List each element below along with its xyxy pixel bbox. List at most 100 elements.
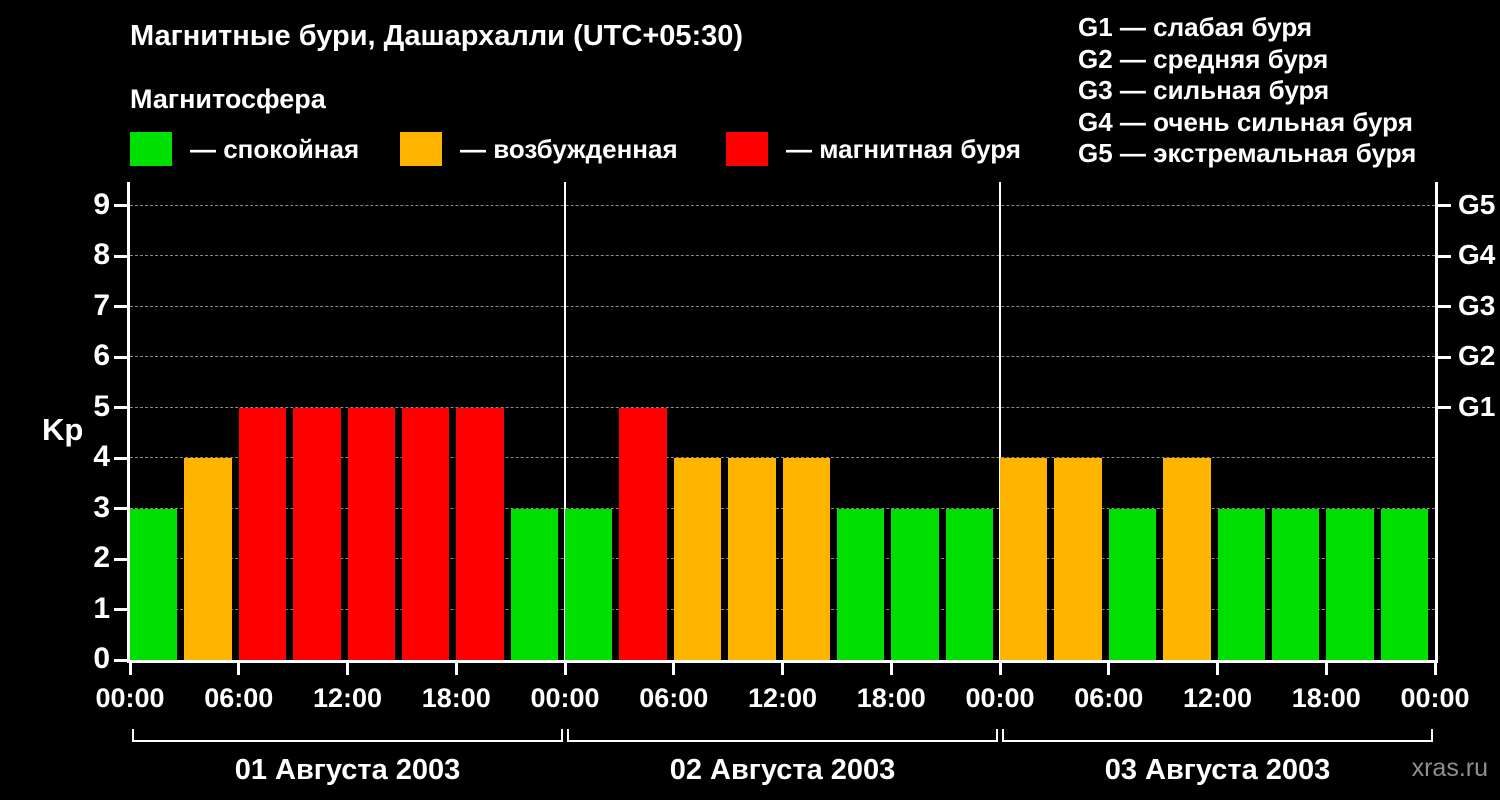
y-tick-label-9: 9 <box>93 187 110 221</box>
x-tick-9 <box>1107 663 1111 675</box>
legend-item-active: — возбужденная <box>400 131 678 167</box>
legend-heading: Магнитосфера <box>130 84 326 114</box>
x-tick-0 <box>128 663 132 675</box>
y-tick-6 <box>114 355 127 359</box>
kp-bar-day1-h21 <box>510 508 558 660</box>
x-tick-label-8: 00:00 <box>965 683 1035 713</box>
kp-bar-day1-h0 <box>130 508 178 660</box>
x-tick-label-2: 12:00 <box>312 683 383 713</box>
y-tick-label-7: 7 <box>93 288 110 322</box>
kp-bar-day3-h12 <box>1217 508 1265 660</box>
gridline-kp-8 <box>130 255 1435 256</box>
storm-scale-line-g4: G4 — очень сильная буря <box>1078 106 1413 137</box>
y-tick-0 <box>114 658 127 662</box>
x-tick-label-6: 12:00 <box>747 683 818 713</box>
right-tick-label-G5: G5 <box>1458 188 1496 220</box>
x-axis-line <box>127 660 1438 663</box>
kp-bar-day2-h6 <box>673 458 722 660</box>
x-tick-2 <box>346 663 349 675</box>
kp-bar-day3-h6 <box>1108 508 1157 660</box>
kp-bar-day2-h9 <box>728 458 776 660</box>
kp-bar-day1-h6 <box>238 407 287 660</box>
x-tick-11 <box>1324 663 1328 675</box>
x-tick-label-3: 18:00 <box>421 683 491 713</box>
x-tick-label-9: 06:00 <box>1074 683 1144 713</box>
x-tick-label-0: 00:00 <box>95 683 165 713</box>
right-tick-label-G1: G1 <box>1458 390 1496 422</box>
y-tick-label-5: 5 <box>93 389 110 423</box>
date-bracket-line <box>567 740 998 742</box>
legend-swatch-storm <box>726 132 768 166</box>
kp-bar-day3-h0 <box>1000 458 1048 660</box>
right-tick-G2 <box>1438 355 1451 359</box>
x-tick-7 <box>889 663 893 675</box>
storm-scale-line-g5: G5 — экстремальная буря <box>1078 138 1417 168</box>
x-tick-5 <box>672 663 676 675</box>
right-tick-G3 <box>1438 305 1451 308</box>
day-separator <box>564 182 566 660</box>
storm-scale-line-g2: G2 — средняя буря <box>1078 43 1329 74</box>
storm-scale-legend: G1 — слабая буря G2 — средняя буря G3 — си… <box>1078 12 1416 170</box>
kp-bar-day1-h3 <box>184 458 232 660</box>
watermark: xras.ru <box>1411 754 1488 782</box>
date-label-day3: 03 Августа 2003 <box>1104 754 1331 786</box>
date-bracket-tick-left <box>1002 729 1004 742</box>
day-separator <box>999 182 1001 660</box>
kp-bar-day3-h21 <box>1380 508 1428 660</box>
x-tick-6 <box>781 663 784 675</box>
y-tick-4 <box>114 456 127 460</box>
x-tick-8 <box>998 663 1002 675</box>
x-tick-10 <box>1216 663 1219 675</box>
x-tick-label-7: 18:00 <box>856 683 926 713</box>
x-tick-label-10: 12:00 <box>1182 683 1253 713</box>
y-tick-label-3: 3 <box>93 490 110 524</box>
right-tick-G1 <box>1438 406 1451 409</box>
gridline-kp-4 <box>130 457 1435 458</box>
x-tick-3 <box>454 663 458 675</box>
kp-bar-day1-h9 <box>293 407 341 660</box>
right-tick-label-G4: G4 <box>1458 239 1496 270</box>
kp-bar-day1-h12 <box>347 407 395 660</box>
right-tick-G4 <box>1438 254 1451 258</box>
date-bracket-tick-left <box>567 729 569 742</box>
storm-scale-line-g1: G1 — слабая буря <box>1078 12 1313 42</box>
gridline-kp-9 <box>130 204 1435 206</box>
gridline-kp-7 <box>130 305 1435 307</box>
kp-bar-day2-h3 <box>619 407 667 660</box>
y-tick-3 <box>114 507 127 510</box>
legend-label-active: — возбужденная <box>460 133 678 164</box>
legend-label-storm: — магнитная буря <box>786 133 1021 164</box>
y-tick-9 <box>114 204 127 207</box>
right-tick-G5 <box>1438 204 1451 207</box>
y-tick-label-8: 8 <box>93 238 110 271</box>
x-tick-label-5: 06:00 <box>639 683 709 713</box>
x-tick-4 <box>563 663 567 675</box>
y-tick-8 <box>114 254 127 258</box>
legend-label-quiet: — спокойная <box>190 133 360 164</box>
y-axis-title: Kp <box>42 412 84 447</box>
y-tick-label-6: 6 <box>93 339 110 372</box>
date-bracket-line <box>132 740 563 742</box>
right-tick-label-G3: G3 <box>1458 289 1496 321</box>
kp-bar-day2-h15 <box>836 508 885 660</box>
date-label-day2: 02 Августа 2003 <box>669 754 896 786</box>
magnetosphere-legend: — спокойная — возбужденная — магнитная бур… <box>130 131 1070 167</box>
date-bracket-tick-right <box>1431 729 1433 742</box>
x-tick-12 <box>1433 663 1437 675</box>
y-tick-5 <box>114 406 127 409</box>
legend-item-quiet: — спокойная <box>130 131 359 167</box>
legend-swatch-quiet <box>130 132 172 166</box>
y-tick-7 <box>114 305 127 308</box>
kp-bar-day2-h12 <box>782 458 830 660</box>
date-bracket-tick-left <box>132 729 134 742</box>
y-axis-line <box>127 182 130 663</box>
y-tick-label-1: 1 <box>93 591 110 625</box>
y-tick-label-4: 4 <box>93 440 110 473</box>
kp-bar-day3-h3 <box>1054 458 1102 660</box>
x-tick-label-4: 00:00 <box>530 683 600 713</box>
x-tick-label-12: 00:00 <box>1400 683 1470 713</box>
kp-bar-day2-h0 <box>565 508 613 660</box>
x-tick-label-1: 06:00 <box>204 683 274 713</box>
